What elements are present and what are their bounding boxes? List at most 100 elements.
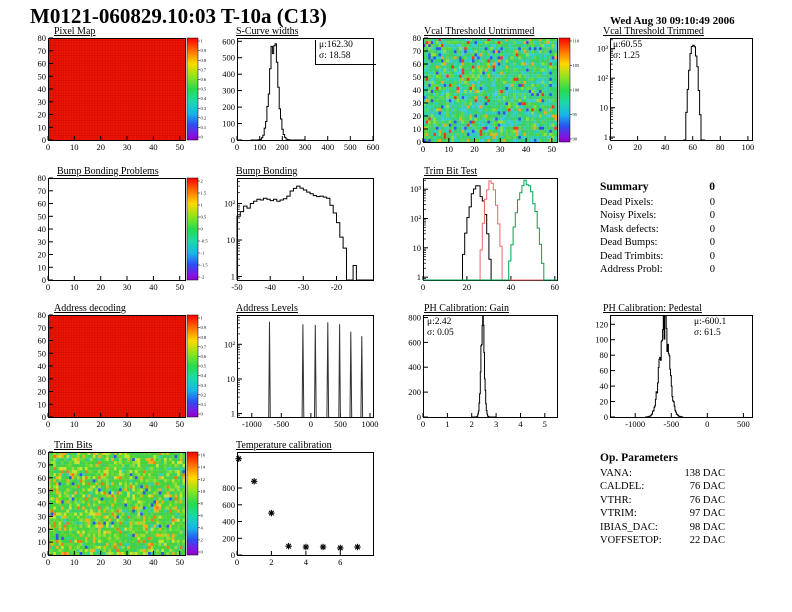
svg-text:-1: -1 [201,251,205,256]
svg-text:0: 0 [42,135,46,145]
pixel-map-title: Pixel Map [54,26,96,37]
svg-text:40: 40 [522,144,531,154]
svg-text:0: 0 [235,142,239,152]
svg-text:10: 10 [38,537,47,547]
svg-text:0: 0 [46,557,50,567]
vcal-trimmed-stats-mu: μ:60.55 [613,40,643,50]
svg-text:20: 20 [38,110,47,120]
svg-text:20: 20 [633,142,642,152]
svg-text:105: 105 [573,63,581,68]
svg-text:40: 40 [38,499,47,509]
svg-text:50: 50 [38,486,47,496]
svg-text:4: 4 [518,419,523,429]
svg-text:0.5: 0.5 [201,364,207,369]
svg-text:0: 0 [231,550,235,560]
svg-text:70: 70 [38,46,47,56]
svg-text:0: 0 [309,419,313,429]
svg-text:20: 20 [470,144,479,154]
ph-gain-chart: 0 1 2 3 4 5 0 200 400 600 800 [408,313,558,429]
svg-text:70: 70 [38,460,47,470]
svg-text:4: 4 [304,557,309,567]
svg-text:0: 0 [46,419,50,429]
svg-text:16: 16 [201,453,206,458]
svg-text:20: 20 [600,397,609,407]
svg-text:2: 2 [201,179,203,184]
svg-text:6: 6 [338,557,342,567]
svg-text:10: 10 [227,374,236,384]
svg-text:600: 600 [367,142,380,152]
svg-text:-1.5: -1.5 [201,263,209,268]
svg-text:0: 0 [201,227,204,232]
svg-text:-30: -30 [298,282,309,292]
summary-row-dead-pixels: Dead Pixels: 0 [600,197,715,208]
svg-text:80: 80 [38,173,47,183]
svg-text:0: 0 [42,412,46,422]
svg-text:400: 400 [321,142,334,152]
page-title: M0121-060829.10:03 T-10a (C13) [30,4,327,28]
address-decoding-chart: 0 10 20 30 40 50 0 10 20 30 40 50 60 70 80 1 0.9 0.8 0.7 0.… [38,310,207,429]
svg-text:100: 100 [222,119,235,129]
svg-text:0.5: 0.5 [201,87,207,92]
op-row-vthr: VTHR: 76 DAC [600,494,725,506]
summary-row-address-probl: Address Probl: 0 [600,264,715,276]
svg-text:1: 1 [201,316,203,321]
svg-text:1: 1 [604,132,608,142]
svg-text:0.6: 0.6 [201,77,207,82]
summary-heading: Summary 0 [600,181,715,193]
svg-text:1: 1 [231,409,235,419]
svg-text:80: 80 [600,350,609,360]
svg-text:10: 10 [413,243,422,253]
svg-text:20: 20 [96,557,105,567]
svg-text:10: 10 [70,142,79,152]
svg-text:12: 12 [201,477,206,482]
svg-text:300: 300 [222,86,235,96]
svg-text:20: 20 [38,250,47,260]
svg-text:0.2: 0.2 [201,115,207,120]
op-parameters-panel: Op. Parameters VANA: 138 DAC CALDEL: 76 DA… [600,452,725,547]
svg-text:70: 70 [413,46,422,56]
svg-text:20: 20 [96,142,105,152]
svg-text:5: 5 [543,419,547,429]
svg-text:0: 0 [421,419,425,429]
svg-text:50: 50 [38,211,47,221]
address-levels-chart: -1000 -500 0 500 1000 1 10 10² [224,315,379,429]
svg-text:0.7: 0.7 [201,67,207,72]
svg-text:60: 60 [688,142,697,152]
svg-text:20: 20 [463,282,472,292]
svg-text:1.5: 1.5 [201,191,207,196]
svg-text:80: 80 [38,33,47,43]
svg-text:60: 60 [38,336,47,346]
timestamp: Wed Aug 30 09:10:49 2006 [610,15,735,27]
svg-text:-2: -2 [201,275,205,280]
svg-text:600: 600 [408,337,421,347]
svg-text:400: 400 [222,517,235,527]
svg-text:50: 50 [175,557,184,567]
op-row-vana: VANA: 138 DAC [600,468,725,479]
svg-text:500: 500 [737,419,750,429]
svg-text:0.4: 0.4 [201,373,207,378]
ph-pedestal-chart: -1000 -500 0 500 0 20 40 60 80 100 120 [595,315,753,429]
summary-row-dead-trimbits: Dead Trimbits: 0 [600,250,715,262]
svg-text:600: 600 [222,500,235,510]
svg-text:10³: 10³ [597,44,609,54]
svg-text:0: 0 [417,137,421,147]
svg-text:400: 400 [408,362,421,372]
vcal-untrimmed-chart: 0 10 20 30 40 50 0 10 20 30 40 50 60 70 80 110 105 100 95 9… [413,33,581,154]
svg-text:0: 0 [46,282,50,292]
svg-text:-20: -20 [331,282,342,292]
pixel-map-chart: 0 10 20 30 40 50 0 10 20 30 40 50 60 70 80 1 0.9 0.8 0.7 0.… [38,33,207,152]
svg-text:30: 30 [496,144,505,154]
svg-text:20: 20 [96,419,105,429]
svg-text:1: 1 [417,272,421,282]
svg-text:30: 30 [38,97,47,107]
svg-text:0.1: 0.1 [201,402,207,407]
ph-gain-stats-sigma: σ: 0.05 [427,328,454,338]
svg-text:300: 300 [299,142,312,152]
svg-text:40: 40 [149,282,158,292]
svg-text:10²: 10² [224,199,236,209]
svg-text:1000: 1000 [362,419,379,429]
scurve-widths-title: S-Curve widths [236,26,299,37]
trim-bit-test-chart: 0 20 40 60 1 10 10² 10³ [410,178,559,292]
svg-text:-0.5: -0.5 [201,239,209,244]
svg-text:10: 10 [201,489,206,494]
